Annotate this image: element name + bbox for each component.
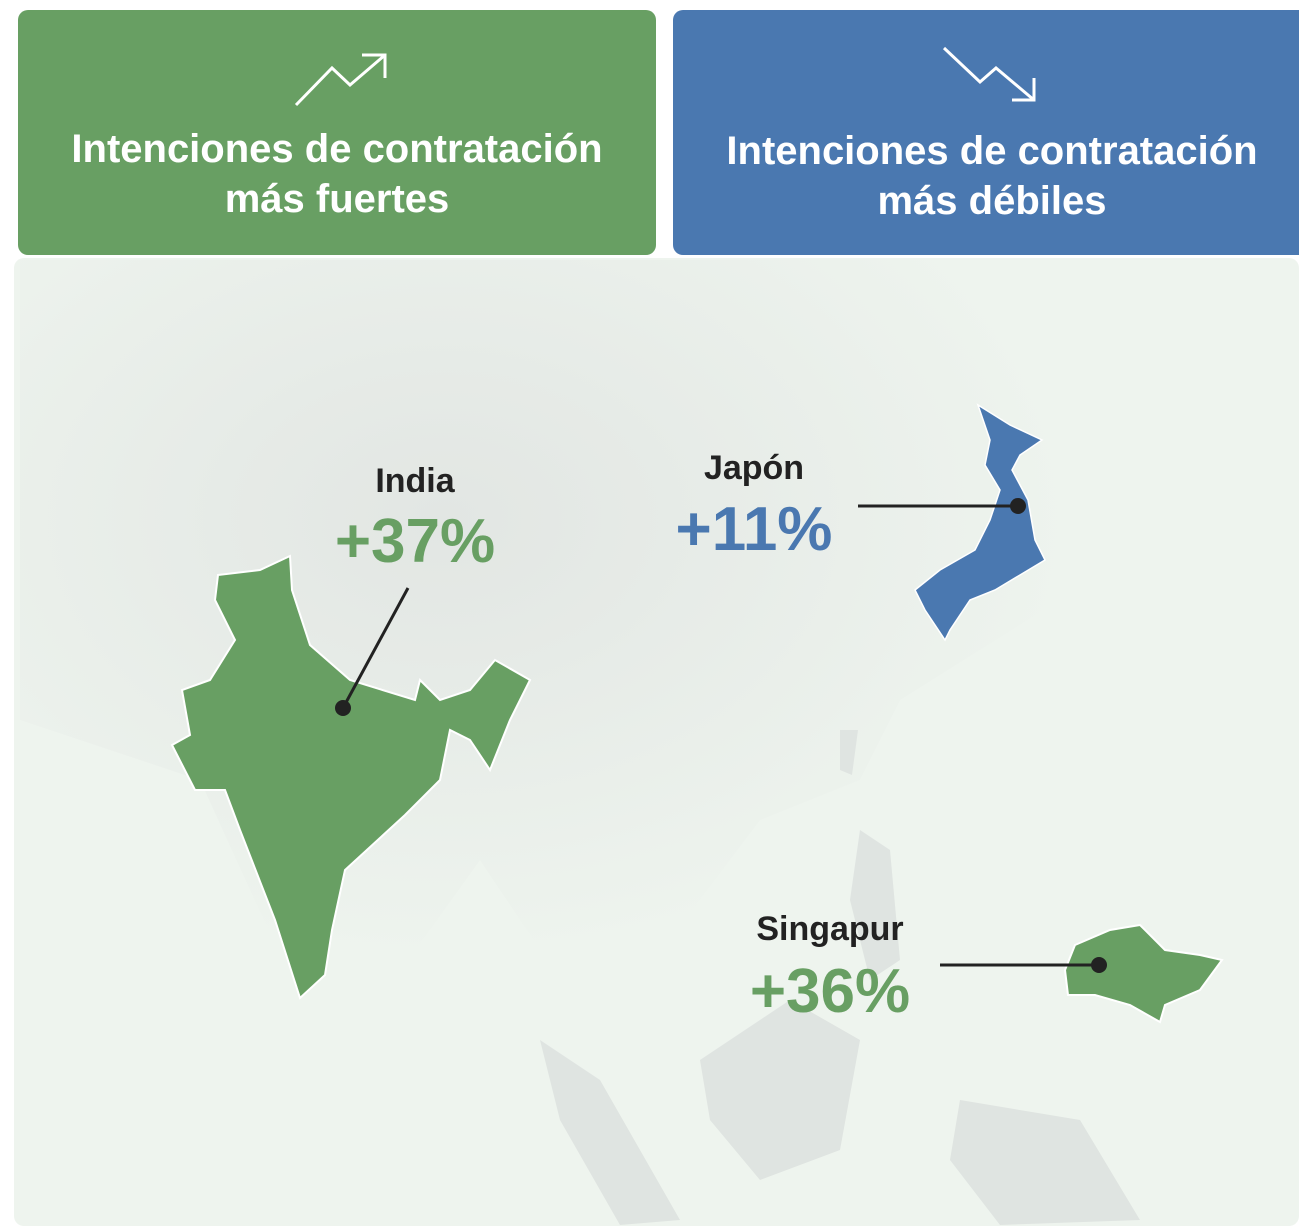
panel-title: Intenciones de contratación xyxy=(71,127,602,171)
up-arrow-icon xyxy=(294,53,387,107)
panel-title: más débiles xyxy=(877,179,1106,223)
marker-dot xyxy=(335,700,351,716)
panel-title: más fuertes xyxy=(225,177,450,221)
country-name: India xyxy=(375,462,455,500)
country-name: Singapur xyxy=(756,910,903,948)
islands xyxy=(540,730,1140,1225)
weak-panel xyxy=(673,10,1299,255)
country-value: +36% xyxy=(750,957,910,1026)
country-name: Japón xyxy=(704,449,804,487)
leader-line xyxy=(341,587,410,709)
country-value: +11% xyxy=(676,495,833,564)
strong-panel xyxy=(18,10,656,255)
marker-dot xyxy=(1010,498,1026,514)
down-arrow-icon xyxy=(942,46,1036,102)
marker-dot xyxy=(1091,957,1107,973)
country-value: +37% xyxy=(335,507,495,576)
panel-title: Intenciones de contratación xyxy=(726,129,1257,173)
singapore-shape xyxy=(1063,923,1224,1024)
india-shape xyxy=(170,554,532,1000)
